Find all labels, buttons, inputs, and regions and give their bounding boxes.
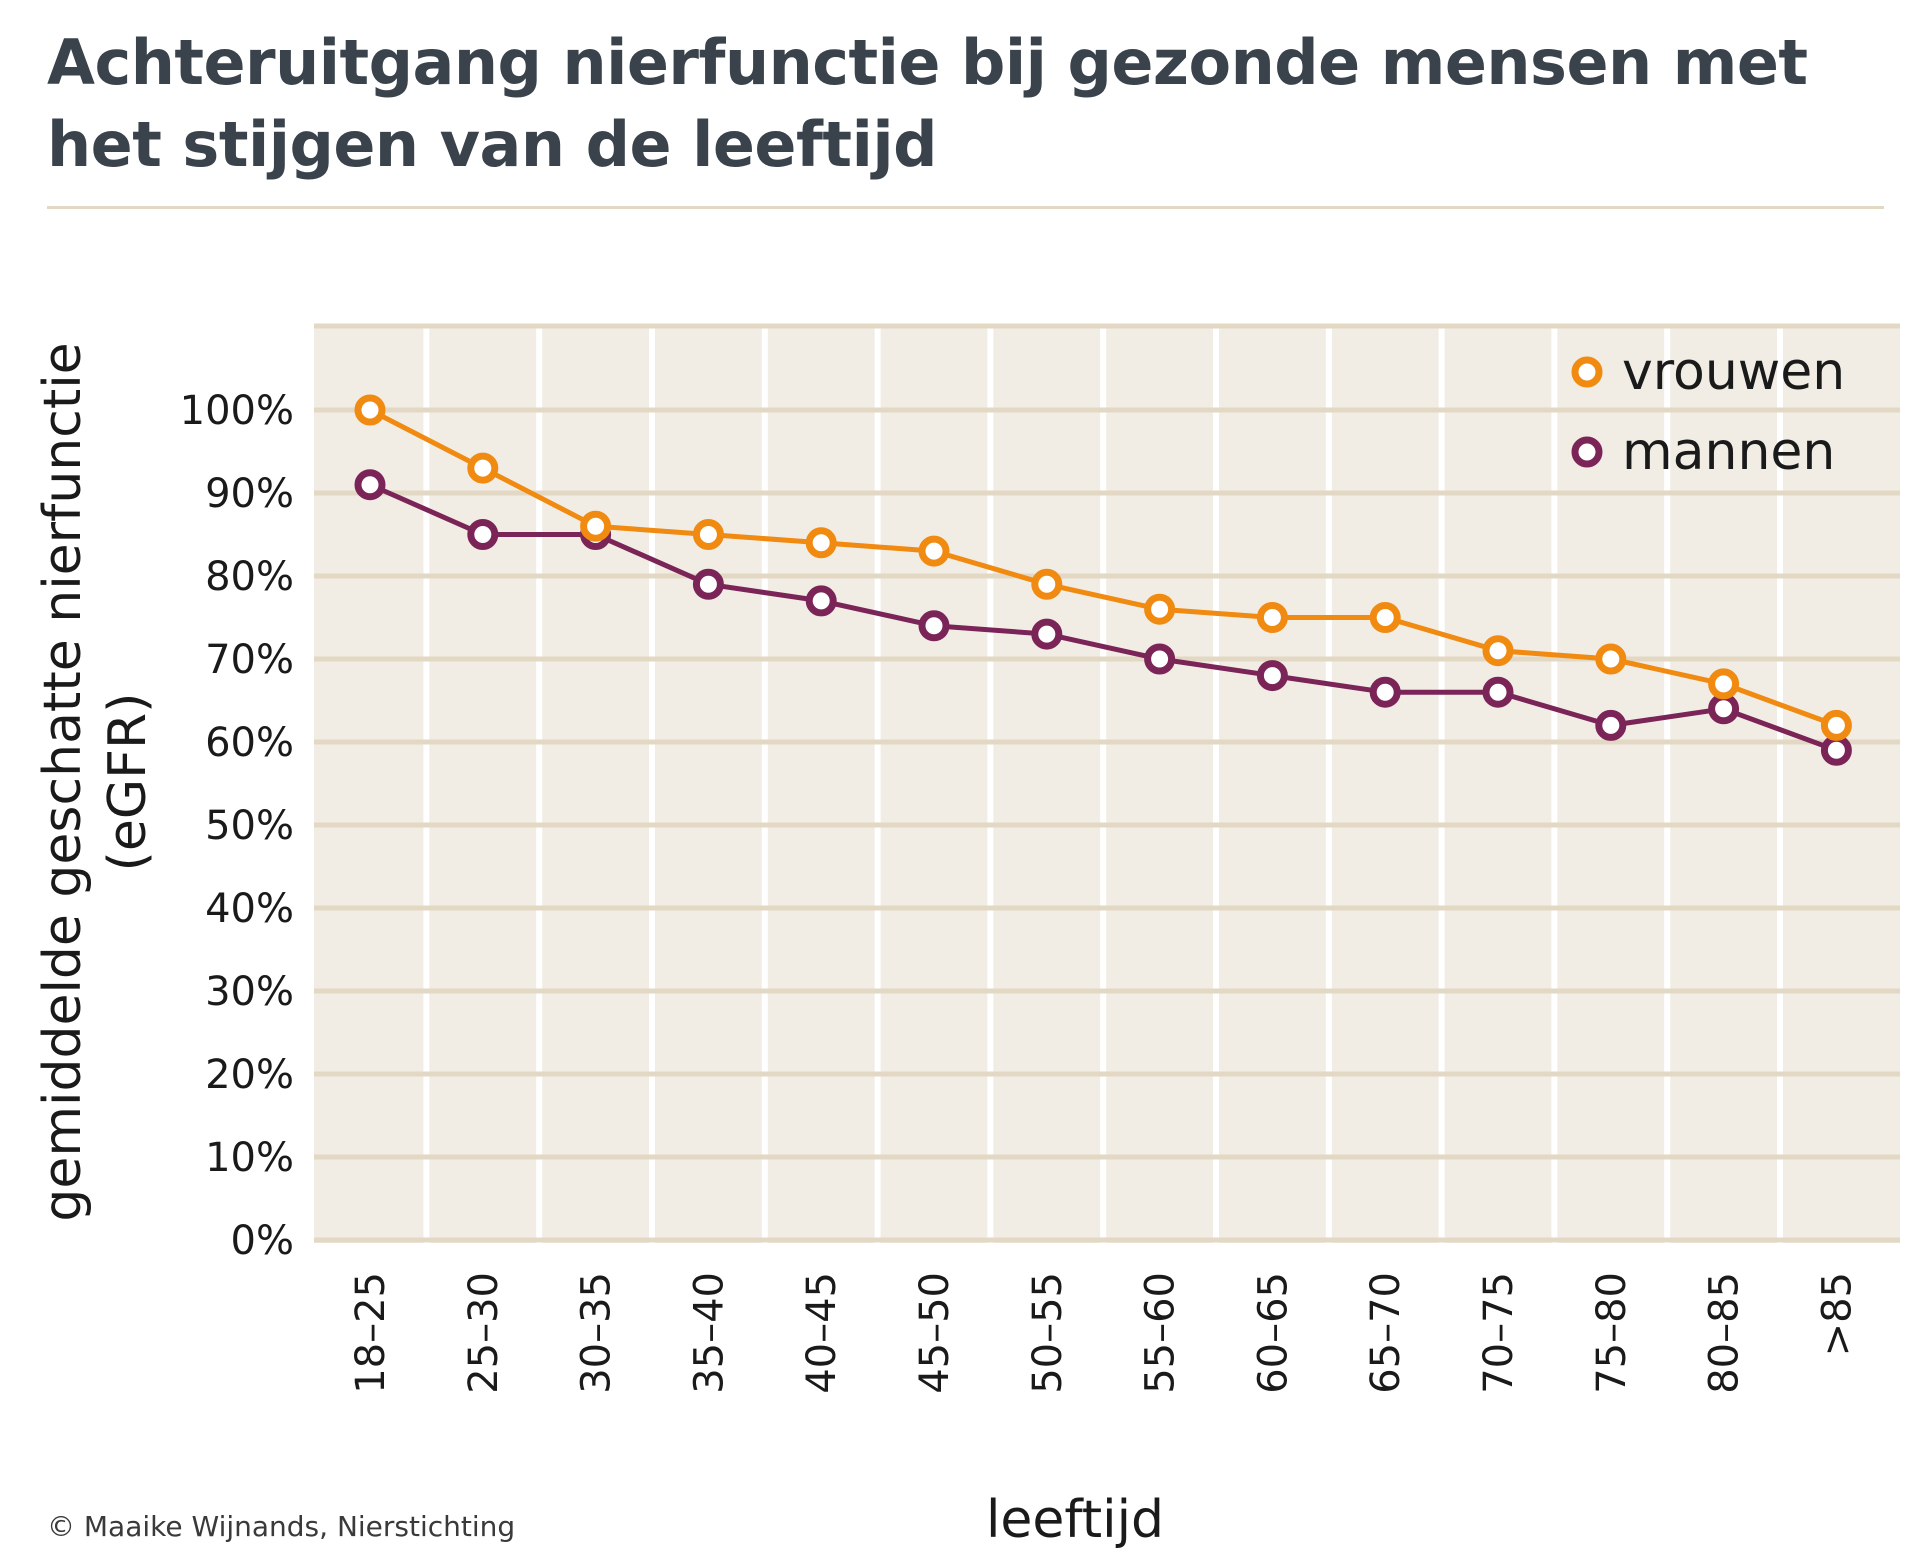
vrouwen-point bbox=[918, 535, 950, 567]
x-tick-label: 75–80 bbox=[1589, 1272, 1635, 1394]
x-axis-label: leeftijd bbox=[986, 1490, 1164, 1550]
vrouwen-point bbox=[1708, 668, 1740, 700]
mannen-point bbox=[1031, 618, 1063, 650]
mannen-point bbox=[1144, 643, 1176, 675]
x-tick-label: >85 bbox=[1814, 1272, 1860, 1356]
mannen-line bbox=[368, 482, 1838, 753]
x-tick-label: 80–85 bbox=[1702, 1272, 1748, 1394]
x-tick-label: 70–75 bbox=[1476, 1272, 1522, 1394]
mannen-point bbox=[1256, 660, 1288, 692]
vrouwen-point bbox=[354, 394, 386, 426]
x-tick-label: 65–70 bbox=[1363, 1272, 1409, 1394]
y-tick-label: 40% bbox=[205, 886, 294, 932]
x-tick-label: 55–60 bbox=[1138, 1272, 1184, 1394]
y-tick-label: 20% bbox=[205, 1052, 294, 1098]
y-tick-label: 60% bbox=[205, 720, 294, 766]
plot-area bbox=[314, 326, 1900, 1243]
mannen-point bbox=[805, 585, 837, 617]
legend-marker-mannen bbox=[1571, 436, 1603, 468]
mannen-point bbox=[1820, 734, 1852, 766]
legend-label-mannen: mannen bbox=[1622, 422, 1835, 482]
axis-labels: leeftijd gemiddelde geschatte nierfunctie… bbox=[33, 342, 1164, 1550]
x-tick-label: 30–35 bbox=[574, 1272, 620, 1394]
y-tick-label: 50% bbox=[205, 803, 294, 849]
vrouwen-point bbox=[805, 527, 837, 559]
x-tick-label: 40–45 bbox=[799, 1272, 845, 1394]
x-tick-label: 60–65 bbox=[1250, 1272, 1296, 1394]
x-tick-label: 45–50 bbox=[912, 1272, 958, 1394]
vrouwen-point bbox=[692, 519, 724, 550]
mannen-point bbox=[1708, 693, 1740, 725]
y-tick-label: 90% bbox=[205, 471, 294, 517]
vrouwen-line bbox=[368, 407, 1838, 728]
vrouwen-point bbox=[1595, 643, 1627, 675]
x-tick-label: 50–55 bbox=[1025, 1272, 1071, 1394]
vrouwen-point bbox=[580, 510, 612, 542]
credit-text: © Maaike Wijnands, Nierstichting bbox=[47, 1510, 516, 1543]
mannen-point bbox=[692, 568, 724, 600]
x-tick-label: 18–25 bbox=[348, 1272, 394, 1394]
mannen-point bbox=[354, 469, 386, 501]
x-axis-ticks: 18–25 25–30 30–35 35–40 40–45 45–50 50–55 55–60… bbox=[348, 1272, 1860, 1394]
mannen-point bbox=[1369, 676, 1401, 708]
series-lines bbox=[368, 407, 1838, 753]
x-tick-label: 25–30 bbox=[461, 1272, 507, 1394]
legend-marker-vrouwen bbox=[1571, 356, 1603, 388]
legend: vrouwen mannen bbox=[1571, 342, 1845, 482]
y-tick-label: 100% bbox=[180, 388, 294, 434]
y-tick-label: 70% bbox=[205, 637, 294, 683]
series-points bbox=[354, 394, 1852, 766]
vrouwen-point bbox=[467, 452, 499, 484]
vrouwen-point bbox=[1144, 593, 1176, 625]
y-tick-label: 0% bbox=[231, 1218, 294, 1264]
vrouwen-point bbox=[1031, 568, 1063, 600]
vrouwen-point bbox=[1820, 709, 1852, 741]
x-tick-label: 35–40 bbox=[686, 1272, 732, 1394]
y-tick-label: 10% bbox=[205, 1135, 294, 1181]
y-axis-label: gemiddelde geschatte nierfunctie bbox=[33, 342, 93, 1221]
vrouwen-point bbox=[1256, 602, 1288, 633]
y-tick-label: 80% bbox=[205, 554, 294, 600]
vrouwen-point bbox=[1369, 602, 1401, 633]
mannen-point bbox=[467, 519, 499, 550]
chart-title: Achteruitgang nierfunctie bij gezonde me… bbox=[47, 26, 1808, 181]
mannen-point bbox=[1482, 676, 1514, 708]
y-tick-label: 30% bbox=[205, 969, 294, 1015]
title-divider bbox=[47, 206, 1884, 209]
legend-label-vrouwen: vrouwen bbox=[1622, 342, 1845, 402]
y-axis-ticks: 0% 10% 20% 30% 40% 50% 60% 70% 80% 90% 100% bbox=[180, 388, 294, 1264]
y-axis-label-unit: (eGFR) bbox=[98, 693, 158, 872]
plot-background bbox=[314, 326, 1900, 1243]
mannen-point bbox=[1595, 709, 1627, 741]
vrouwen-point bbox=[1482, 635, 1514, 667]
mannen-point bbox=[918, 610, 950, 642]
horizontal-gridlines bbox=[314, 323, 1900, 1243]
